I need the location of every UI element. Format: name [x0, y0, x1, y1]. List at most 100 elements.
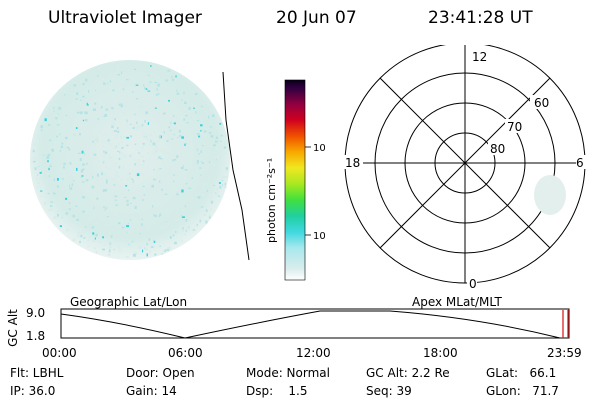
- emission-speckle: [73, 82, 76, 84]
- emission-speckle: [101, 145, 105, 147]
- emission-speckle: [59, 200, 62, 204]
- emission-speckle: [109, 156, 113, 159]
- emission-speckle: [204, 153, 207, 156]
- emission-speckle: [142, 160, 145, 162]
- emission-speckle: [182, 216, 185, 218]
- emission-speckle: [170, 127, 173, 129]
- emission-speckle: [196, 94, 198, 96]
- emission-speckle: [52, 146, 55, 148]
- emission-speckle: [35, 177, 38, 180]
- emission-speckle: [33, 157, 36, 159]
- emission-speckle: [138, 125, 141, 129]
- emission-speckle: [93, 113, 96, 116]
- emission-speckle: [43, 154, 45, 156]
- emission-speckle: [158, 156, 161, 159]
- emission-speckle: [137, 159, 140, 162]
- emission-speckle: [125, 222, 128, 225]
- emission-speckle: [174, 187, 177, 189]
- emission-speckle: [88, 90, 90, 93]
- emission-speckle: [57, 210, 59, 213]
- emission-speckle: [172, 234, 175, 237]
- emission-speckle: [108, 142, 110, 145]
- emission-speckle: [127, 230, 131, 234]
- emission-speckle: [160, 252, 164, 255]
- emission-speckle: [208, 216, 211, 219]
- emission-speckle: [144, 114, 148, 117]
- colorbar-unit-label: photon cm⁻²s⁻¹: [265, 158, 278, 243]
- emission-speckle: [93, 153, 97, 156]
- emission-speckle: [126, 144, 129, 147]
- emission-speckle: [123, 167, 125, 170]
- emission-speckle: [113, 248, 115, 251]
- emission-speckle: [87, 76, 89, 80]
- emission-speckle: [129, 219, 132, 221]
- emission-speckle: [135, 128, 139, 130]
- emission-speckle: [219, 185, 222, 189]
- emission-speckle: [123, 135, 126, 138]
- emission-speckle: [40, 155, 42, 157]
- emission-speckle: [120, 201, 122, 204]
- emission-speckle: [71, 183, 74, 187]
- emission-speckle: [182, 132, 184, 134]
- emission-speckle: [148, 238, 151, 241]
- emission-speckle: [221, 180, 224, 182]
- emission-speckle: [213, 144, 216, 147]
- emission-speckle: [92, 140, 94, 143]
- emission-speckle: [86, 102, 89, 106]
- emission-speckle: [218, 149, 221, 152]
- uv-earth-image: [30, 60, 250, 261]
- emission-speckle: [127, 194, 131, 197]
- emission-speckle: [96, 234, 98, 236]
- emission-speckle: [173, 159, 177, 161]
- emission-speckle: [93, 207, 95, 209]
- emission-speckle: [72, 93, 75, 96]
- emission-speckle: [198, 135, 201, 138]
- emission-speckle: [183, 233, 186, 236]
- emission-speckle: [179, 118, 182, 120]
- emission-speckle: [94, 91, 97, 94]
- emission-speckle: [81, 153, 85, 155]
- emission-speckle: [126, 119, 128, 123]
- emission-speckle: [160, 227, 164, 230]
- emission-speckle: [80, 99, 82, 101]
- emission-speckle: [47, 187, 49, 190]
- emission-speckle: [154, 148, 158, 152]
- emission-speckle: [92, 232, 95, 235]
- instrument-title: Ultraviolet Imager: [48, 8, 202, 28]
- emission-speckle: [181, 203, 183, 206]
- emission-speckle: [80, 80, 83, 82]
- emission-speckle: [172, 159, 174, 162]
- emission-speckle: [185, 143, 187, 145]
- emission-speckle: [142, 94, 144, 96]
- emission-speckle: [105, 133, 107, 136]
- emission-speckle: [195, 110, 197, 114]
- emission-speckle: [167, 152, 169, 155]
- emission-speckle: [181, 136, 184, 139]
- emission-speckle: [112, 178, 115, 181]
- emission-speckle: [110, 235, 113, 238]
- emission-speckle: [63, 90, 66, 94]
- emission-speckle: [92, 145, 96, 147]
- emission-speckle: [159, 180, 161, 183]
- emission-speckle: [126, 136, 129, 139]
- emission-speckle: [59, 225, 62, 227]
- emission-speckle: [72, 122, 76, 125]
- emission-speckle: [37, 181, 40, 184]
- timeline-x-tick-0600: 06:00: [168, 346, 203, 360]
- emission-speckle: [37, 159, 40, 162]
- status-seq: Seq: 39: [366, 384, 412, 398]
- emission-speckle: [117, 150, 119, 152]
- emission-speckle: [126, 79, 129, 81]
- emission-speckle: [147, 217, 149, 219]
- emission-speckle: [159, 135, 161, 139]
- emission-speckle: [209, 126, 213, 128]
- emission-speckle: [87, 161, 90, 165]
- emission-speckle: [130, 197, 132, 201]
- emission-speckle: [116, 66, 119, 68]
- emission-speckle: [166, 221, 168, 223]
- emission-speckle: [176, 193, 179, 196]
- emission-speckle: [77, 111, 80, 114]
- emission-speckle: [164, 108, 167, 111]
- emission-speckle: [134, 206, 137, 209]
- emission-speckle: [65, 89, 69, 91]
